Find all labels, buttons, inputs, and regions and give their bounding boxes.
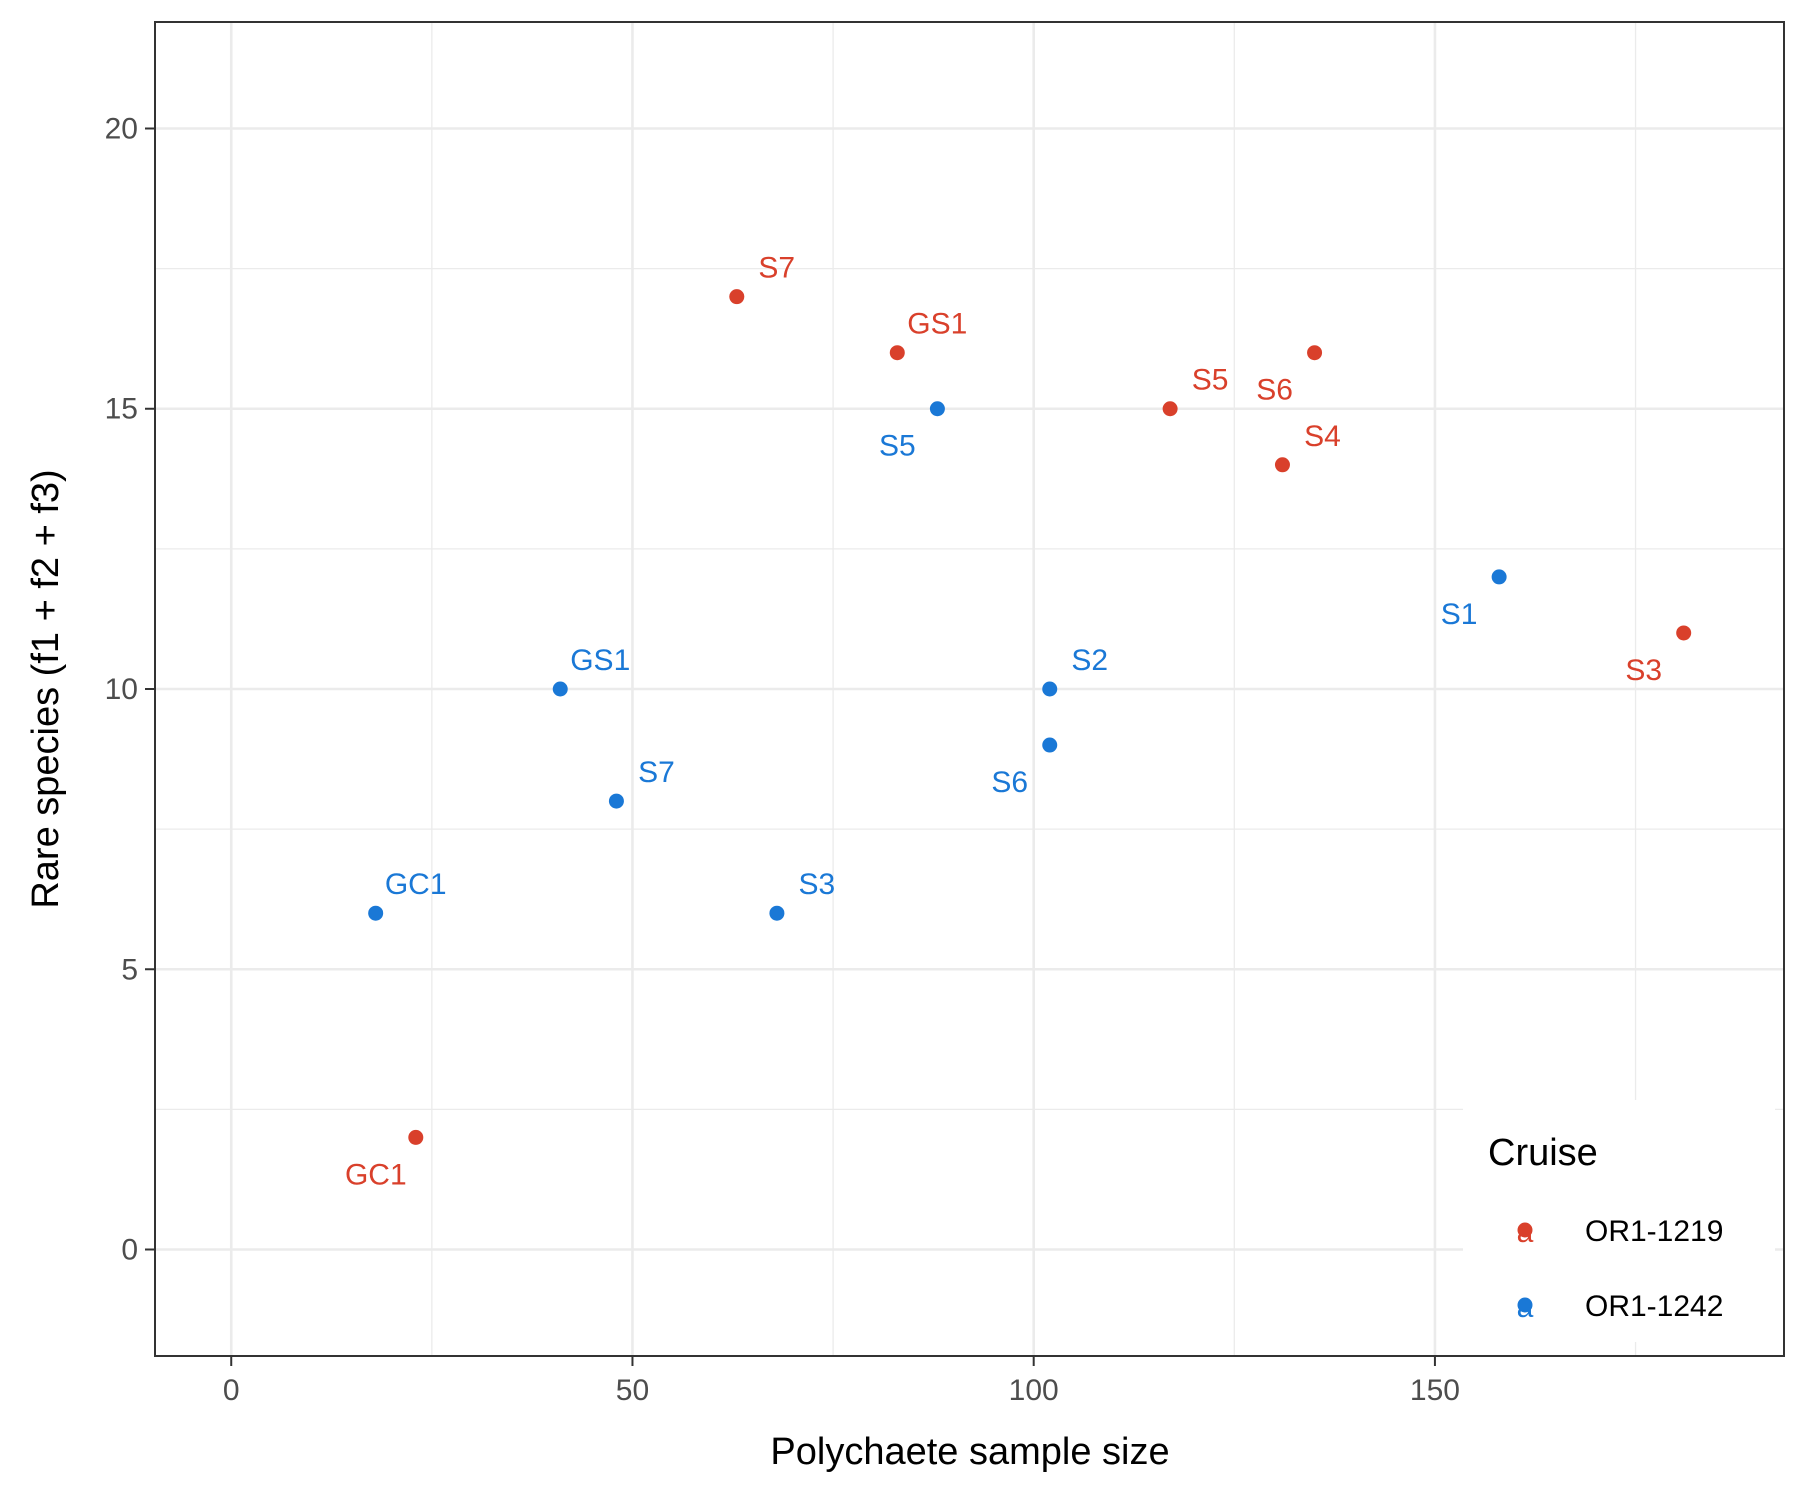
legend-title: Cruise (1488, 1132, 1598, 1174)
data-points (368, 289, 1692, 1145)
axis-ticks: 0 50 100 150 0 5 10 15 20 (105, 112, 1460, 1407)
scatter-point (1274, 457, 1290, 473)
point-label: S7 (638, 756, 675, 789)
point-label: S3 (1625, 654, 1662, 687)
point-label: S6 (1256, 374, 1293, 407)
point-label: S3 (799, 868, 836, 901)
legend-label: OR1-1242 (1585, 1290, 1723, 1323)
point-label: S2 (1071, 644, 1108, 677)
y-tick-label: 20 (105, 112, 138, 145)
point-label: GS1 (907, 308, 967, 341)
y-tick-label: 15 (105, 393, 138, 426)
scatter-point (1042, 737, 1058, 753)
point-label: S5 (879, 430, 916, 463)
grid-lines (155, 22, 1784, 1356)
point-labels: S7 GS1 S5 S6 S4 S3 GC1 S5 S1 GS1 S2 S6 S7 GC1 S3 (345, 252, 1662, 1192)
scatter-point (1042, 681, 1058, 697)
point-label: S5 (1192, 364, 1229, 397)
scatter-point (1307, 345, 1323, 361)
y-axis-title: Rare species (f1 + f2 + f3) (25, 469, 67, 908)
scatter-point (769, 905, 785, 921)
y-tick-label: 10 (105, 673, 138, 706)
scatter-point (1676, 625, 1692, 641)
x-axis-title: Polychaete sample size (770, 1431, 1169, 1473)
scatter-point (929, 401, 945, 417)
legend-items: a OR1-1219 a OR1-1242 (1517, 1215, 1724, 1324)
point-label: S1 (1441, 598, 1478, 631)
scatter-point (1162, 401, 1178, 417)
x-tick-label: 0 (223, 1374, 240, 1407)
legend-key-point (1517, 1297, 1533, 1313)
scatter-point (608, 793, 624, 809)
x-tick-label: 100 (1009, 1374, 1059, 1407)
y-tick-label: 5 (121, 953, 138, 986)
legend-key-glyph: a (1517, 1291, 1534, 1324)
y-tick-label: 0 (121, 1234, 138, 1267)
scatter-point (552, 681, 568, 697)
point-label: GC1 (385, 868, 447, 901)
legend-label: OR1-1219 (1585, 1215, 1723, 1248)
x-tick-label: 150 (1410, 1374, 1460, 1407)
legend-background (1463, 1100, 1775, 1342)
scatter-point (368, 905, 384, 921)
point-label: GC1 (345, 1158, 407, 1191)
x-tick-label: 50 (616, 1374, 649, 1407)
legend: Cruise a OR1-1219 a OR1-1242 (1463, 1100, 1775, 1342)
point-label: S7 (758, 252, 795, 285)
scatter-point (889, 345, 905, 361)
point-label: S4 (1304, 420, 1341, 453)
legend-key-glyph: a (1517, 1216, 1534, 1249)
legend-key-point (1517, 1222, 1533, 1238)
point-label: GS1 (570, 644, 630, 677)
scatter-point (729, 289, 745, 305)
scatter-point (1491, 569, 1507, 585)
scatter-point (408, 1129, 424, 1145)
point-label: S6 (991, 766, 1028, 799)
